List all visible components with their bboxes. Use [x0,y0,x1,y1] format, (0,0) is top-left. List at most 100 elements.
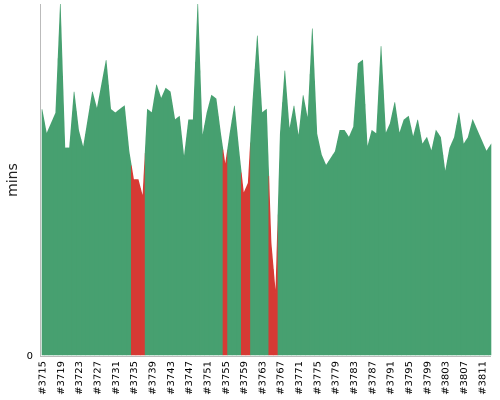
build-duration-bar-3794 [401,117,407,356]
build-duration-bar-3717 [48,117,54,356]
build-duration-bar-3739 [149,98,155,356]
build-duration-bar-3797 [415,119,421,356]
build-duration-bar-3756 [227,119,233,356]
build-duration-bar-3761 [250,68,256,356]
build-duration-bar-3787 [369,129,375,356]
build-duration-bar-3759 [241,172,247,356]
x-tick-label: #3735 [129,361,140,395]
build-duration-bar-3733 [121,105,128,356]
x-tick-labels: #3715 #3719 #3723 #3727 #3731 #3735 #3739 #3743… [38,361,489,395]
bars-layer [41,3,492,356]
build-duration-bar-3760 [245,142,251,356]
build-duration-bar-3715 [41,109,45,356]
build-duration-bar-3749 [195,3,201,356]
build-duration-bar-3754 [218,116,224,356]
build-duration-bar-3772 [300,95,306,356]
y-axis-title: mins [5,163,21,197]
build-duration-bar-3718 [53,58,59,356]
build-duration-bar-3745 [176,115,183,356]
build-duration-bar-3779 [332,140,338,356]
build-duration-bar-3803 [442,154,448,356]
build-duration-bar-3804 [447,142,453,356]
x-tick-label: #3811 [477,361,488,395]
build-duration-bar-3741 [158,91,164,356]
build-duration-bar-3784 [355,61,361,356]
x-tick-label: #3723 [74,361,85,395]
build-duration-bar-3726 [89,91,95,356]
build-duration-bar-3722 [71,91,77,356]
x-tick-label: #3795 [404,361,415,395]
build-duration-bar-3758 [236,128,242,356]
y-tick-labels: 0 [27,351,33,362]
build-duration-bar-3731 [112,110,118,356]
build-duration-bar-3796 [410,126,416,356]
build-duration-bar-3783 [350,95,357,356]
x-tick-label: #3759 [239,361,250,395]
x-tick-label: #3715 [38,361,49,395]
x-tick-label: #3747 [184,361,195,395]
build-duration-bar-3801 [433,129,439,356]
build-duration-bar-3724 [80,133,86,356]
build-duration-bar-3791 [387,112,393,356]
build-duration-bar-3748 [190,61,196,356]
build-duration-bar-3781 [341,130,347,356]
build-duration-bar-3725 [85,105,91,356]
build-duration-bar-3746 [181,137,187,356]
build-duration-bar-3742 [163,87,169,356]
build-duration-bar-3740 [153,84,160,356]
build-duration-bar-3734 [126,128,132,356]
x-tick-label: #3719 [56,361,67,395]
x-tick-label: #3727 [92,361,103,395]
build-duration-bar-3811 [479,135,485,356]
build-duration-bar-3723 [76,111,82,356]
build-duration-bar-3802 [438,132,444,356]
build-duration-bar-3716 [43,121,50,356]
build-duration-bar-3777 [323,160,329,356]
build-duration-bar-3744 [172,105,178,356]
build-duration-bar-3768 [282,70,288,356]
build-duration-bar-3786 [364,104,370,356]
build-duration-bar-3751 [204,103,210,356]
build-duration-bar-3732 [117,106,123,356]
x-tick-label: #3799 [422,361,433,395]
x-tick-label: #3803 [441,361,452,395]
x-tick-label: #3731 [111,361,122,395]
build-duration-bar-3805 [451,125,457,356]
build-duration-bar-3808 [465,128,471,356]
build-duration-bar-3769 [286,100,292,356]
build-duration-bar-3793 [396,118,402,356]
build-duration-bar-3765 [268,175,274,356]
build-duration-bar-3747 [186,119,192,356]
x-tick-label: #3739 [147,361,158,395]
build-duration-bar-3764 [263,108,270,356]
build-duration-bar-3766 [273,214,279,356]
x-tick-label: #3755 [221,361,232,395]
x-tick-label: #3743 [166,361,177,395]
build-duration-bar-3762 [254,35,260,356]
build-duration-bar-3727 [94,96,100,356]
build-duration-bar-3735 [131,165,137,356]
x-tick-label: #3807 [459,361,470,395]
build-duration-bar-3782 [346,131,352,356]
build-duration-bar-3719 [57,3,63,356]
build-duration-bar-3809 [470,118,476,356]
build-duration-bar-3730 [108,84,114,356]
x-tick-label: #3779 [331,361,342,395]
build-duration-bar-3736 [135,179,141,356]
x-tick-label: #3783 [349,361,360,395]
x-tick-label: #3791 [386,361,397,395]
build-duration-bar-3743 [167,89,173,356]
x-tick-label: #3763 [257,361,268,395]
build-duration-bar-3757 [231,105,238,356]
build-duration-bar-3788 [373,89,380,356]
build-duration-bar-3738 [144,108,150,356]
x-tick-label: #3787 [367,361,378,395]
build-duration-bar-3776 [318,144,325,356]
build-duration-bar-3767 [277,102,283,356]
x-tick-label: #3751 [202,361,213,395]
build-duration-bar-3789 [378,46,384,356]
y-tick-label: 0 [27,351,33,362]
x-tick-label: #3775 [312,361,323,395]
